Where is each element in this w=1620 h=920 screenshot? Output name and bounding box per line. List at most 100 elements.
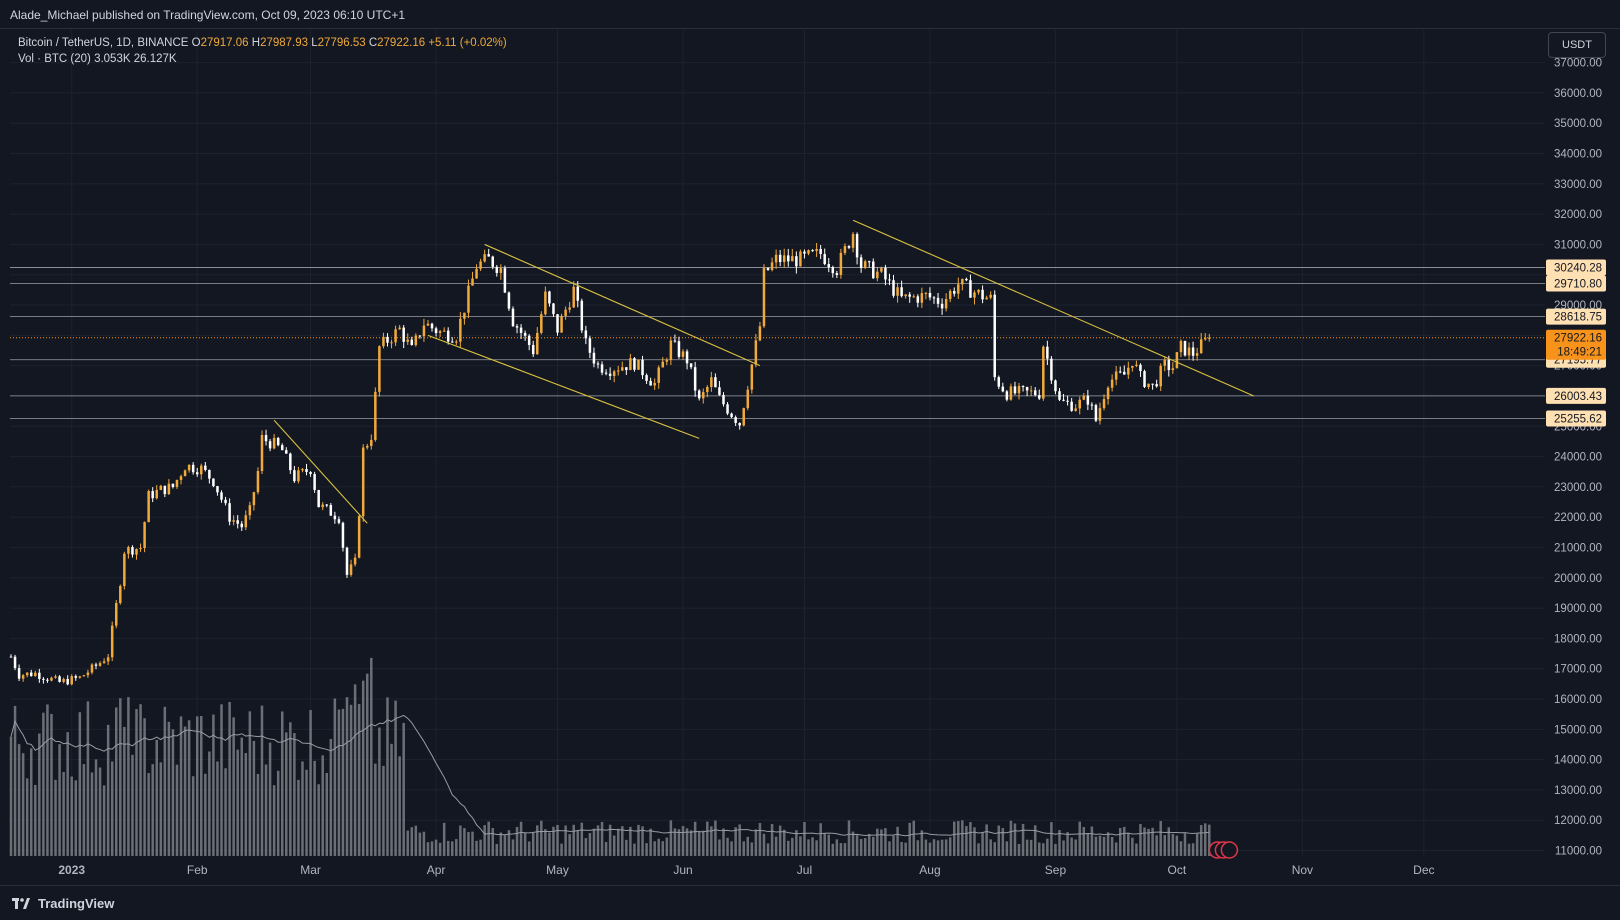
volume-bar — [766, 843, 770, 856]
candle-body — [673, 340, 677, 342]
volume-bar — [989, 839, 992, 856]
currency-button[interactable]: USDT — [1548, 32, 1606, 58]
volume-bar — [1033, 825, 1037, 856]
volume-bar — [309, 710, 312, 856]
volume-bar — [1001, 828, 1005, 856]
volume-bar — [1127, 833, 1130, 856]
candle-body — [706, 387, 709, 393]
level-label-bg — [1546, 410, 1606, 427]
volume-bar — [1102, 836, 1106, 856]
candle-body — [560, 315, 563, 333]
candle-body — [483, 254, 486, 262]
candle-body — [1118, 371, 1122, 373]
time-tick-label: Nov — [1292, 863, 1313, 877]
volume-bar — [438, 842, 442, 856]
candle-body — [908, 294, 911, 297]
volume-bar — [86, 701, 90, 856]
candle-body — [321, 504, 324, 508]
volume-bar — [479, 839, 482, 856]
volume-bar — [1086, 833, 1090, 856]
volume-bar — [25, 778, 29, 856]
volume-bar — [357, 703, 361, 856]
volume-bar — [54, 779, 57, 856]
candle-body — [78, 676, 82, 678]
candle-body — [985, 297, 988, 300]
volume-bar — [402, 722, 405, 856]
candle-body — [280, 445, 284, 451]
candle-body — [811, 250, 814, 252]
candle-body — [932, 297, 936, 299]
candle-body — [349, 564, 353, 575]
volume-bar — [442, 822, 446, 856]
candle-body — [807, 250, 810, 254]
volume-bar — [410, 827, 414, 856]
volume-bar — [831, 843, 835, 856]
candle-body — [94, 664, 98, 666]
candle-body — [212, 478, 215, 487]
candle-body — [519, 327, 523, 333]
volume-bar — [932, 839, 936, 856]
candle-body — [625, 367, 628, 371]
volume-bar — [325, 772, 329, 856]
candle-body — [580, 300, 584, 331]
volume-bar — [58, 744, 61, 856]
trendline — [852, 219, 1255, 397]
price-axis-bg — [1545, 30, 1620, 856]
candle-body — [1050, 358, 1053, 381]
volume-bar — [1179, 841, 1183, 856]
tradingview-logo[interactable]: TradingView — [12, 896, 114, 911]
volume-bar — [552, 826, 555, 856]
candle-body — [884, 267, 887, 280]
candle-body — [795, 256, 798, 267]
candle-body — [333, 515, 337, 520]
volume-row: Vol · BTC (20) 3.053K 26.127K — [18, 51, 507, 67]
candle-body — [46, 679, 49, 681]
candle-body — [734, 417, 737, 423]
candle-body — [1195, 353, 1199, 356]
volume-bar — [394, 700, 397, 856]
level-label-bg — [1546, 387, 1606, 404]
candle-body — [948, 290, 952, 300]
candle-body — [1191, 347, 1195, 356]
volume-bar — [1066, 832, 1069, 856]
volume-bar — [114, 707, 118, 856]
volume-bar — [38, 733, 41, 856]
volume-bar — [969, 822, 972, 856]
volume-bar — [1050, 822, 1053, 856]
volume-ma-line — [10, 714, 1210, 837]
candle-body — [268, 441, 272, 449]
volume-bar — [151, 764, 154, 856]
volume-bar — [1114, 842, 1118, 856]
volume-bar — [1171, 833, 1175, 856]
volume-bar — [511, 839, 515, 856]
time-tick-label: Apr — [427, 863, 446, 877]
close-value: 27922.16 — [377, 37, 426, 49]
volume-bar — [345, 697, 349, 856]
candle-body — [722, 394, 725, 405]
volume-bar — [1082, 827, 1086, 856]
candle-body — [1187, 347, 1191, 356]
candle-body — [685, 351, 689, 364]
level-label: 30240.28 — [1554, 262, 1602, 274]
time-tick-label: Feb — [187, 863, 208, 877]
candle-body — [378, 346, 381, 392]
candle-body — [123, 553, 126, 586]
candle-body — [317, 490, 320, 508]
candle-body — [86, 672, 90, 676]
candle-body — [159, 485, 163, 490]
candle-body — [301, 469, 304, 471]
trendline — [484, 243, 761, 367]
volume-bar — [1058, 830, 1061, 856]
volume-bar — [301, 761, 304, 856]
volume-bar — [710, 826, 713, 856]
volume-bar — [34, 784, 37, 856]
candle-body — [90, 664, 94, 673]
candle-body — [754, 340, 758, 365]
high-value: 27987.93 — [260, 37, 309, 49]
candle-body — [220, 492, 223, 500]
volume-bar — [560, 843, 563, 856]
candle-body — [163, 485, 167, 495]
volume-bar — [475, 840, 478, 856]
volume-bar — [13, 705, 17, 856]
